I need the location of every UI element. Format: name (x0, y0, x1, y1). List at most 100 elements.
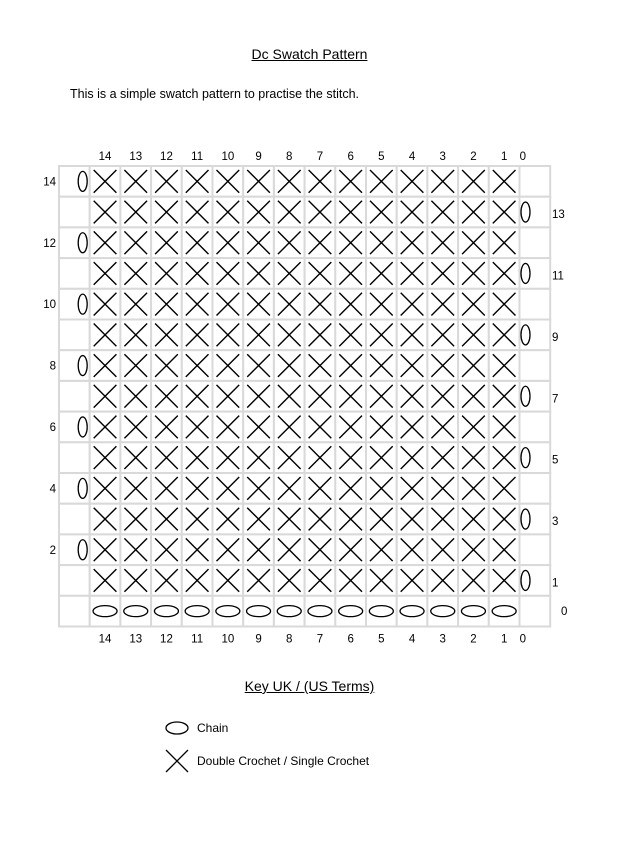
double-crochet-stitch (338, 445, 363, 470)
double-crochet-stitch (492, 445, 516, 470)
grid-cell (518, 257, 552, 290)
double-crochet-stitch (123, 415, 148, 439)
turning-chain-stitch (77, 416, 88, 438)
grid-cell (58, 287, 91, 321)
double-crochet-stitch (154, 476, 179, 501)
double-crochet-stitch (400, 568, 424, 593)
turning-chain-stitch (77, 170, 88, 193)
double-crochet-stitch (246, 476, 271, 501)
grid-cell (119, 594, 153, 628)
column-label-bottom: 2 (470, 634, 476, 646)
chain-stitch (307, 605, 333, 618)
double-crochet-stitch (246, 537, 271, 562)
double-crochet-stitch (461, 476, 486, 501)
double-crochet-stitch (93, 169, 117, 194)
double-crochet-stitch (400, 445, 424, 470)
grid-cell (150, 594, 183, 628)
key-item-double-crochet: Double Crochet / Single Crochet (165, 749, 369, 773)
double-crochet-stitch (308, 230, 332, 255)
double-crochet-stitch (216, 292, 240, 316)
double-crochet-stitch (154, 230, 179, 255)
double-crochet-stitch (430, 568, 455, 593)
double-crochet-stitch (338, 353, 363, 378)
double-crochet-stitch (308, 353, 332, 378)
double-crochet-stitch (308, 568, 332, 593)
chain-stitch (184, 605, 210, 618)
double-crochet-stitch (216, 230, 240, 255)
double-crochet-stitch (185, 415, 209, 439)
grid-cell (211, 594, 245, 628)
double-crochet-stitch (369, 200, 394, 224)
double-crochet-stitch (123, 230, 148, 255)
grid-cell (518, 379, 552, 413)
grid-cell (334, 594, 367, 628)
grid-cell (518, 564, 552, 597)
grid-cell (58, 165, 91, 198)
double-crochet-stitch (93, 230, 117, 255)
double-crochet-stitch (308, 261, 332, 286)
row-label-right: 13 (552, 209, 565, 221)
grid-cell (58, 533, 91, 567)
double-crochet-stitch (430, 323, 455, 347)
double-crochet-stitch (461, 323, 486, 347)
column-label-bottom: 5 (378, 634, 384, 646)
double-crochet-stitch (369, 537, 394, 562)
row-label-left: 14 (43, 176, 56, 188)
double-crochet-stitch (246, 230, 271, 255)
intro-text: This is a simple swatch pattern to pract… (70, 87, 360, 101)
row-label-left: 8 (50, 361, 56, 373)
row-label-left: 10 (43, 299, 56, 311)
grid-cell (487, 594, 521, 628)
double-crochet-stitch (154, 415, 179, 439)
double-crochet-stitch (154, 169, 179, 194)
double-crochet-stitch (430, 353, 455, 378)
double-crochet-stitch (93, 261, 117, 286)
chain-stitch (276, 605, 302, 618)
double-crochet-stitch (185, 445, 209, 470)
double-crochet-stitch (369, 169, 394, 194)
chain-stitch (368, 605, 395, 618)
double-crochet-stitch (492, 169, 516, 194)
grid-cell (58, 257, 91, 290)
double-crochet-stitch (492, 568, 516, 593)
chain-stitch (460, 605, 487, 618)
grid-cell (58, 379, 91, 413)
row-label-right: 11 (552, 270, 564, 282)
double-crochet-stitch (216, 445, 240, 470)
double-crochet-stitch (185, 323, 209, 347)
double-crochet-stitch (338, 415, 363, 439)
column-label-top: 7 (317, 151, 323, 163)
grid-cell (365, 594, 398, 628)
grid-cell (58, 318, 91, 352)
double-crochet-stitch (369, 292, 394, 316)
double-crochet-stitch (492, 230, 516, 255)
double-crochet-stitch (461, 292, 486, 316)
double-crochet-stitch (492, 507, 516, 531)
double-crochet-stitch (216, 507, 240, 531)
double-crochet-stitch (277, 353, 302, 378)
double-crochet-stitch (369, 415, 394, 439)
double-crochet-stitch (308, 476, 332, 501)
double-crochet-stitch (369, 353, 394, 378)
row-label-left: 2 (50, 545, 56, 557)
double-crochet-stitch (338, 537, 363, 562)
double-crochet-stitch (216, 537, 240, 562)
column-label-bottom: 7 (317, 634, 323, 646)
double-crochet-stitch (154, 261, 179, 286)
grid-cell (518, 594, 552, 628)
double-crochet-stitch (400, 476, 424, 501)
row-label-left: 12 (43, 238, 56, 250)
chain-oval-icon (165, 721, 189, 735)
turning-chain-stitch (77, 232, 88, 254)
grid-cell (518, 441, 552, 474)
row-label-right: 3 (552, 516, 558, 528)
column-label-bottom: 14 (99, 634, 112, 646)
grid-cell (518, 472, 552, 505)
double-crochet-stitch (277, 384, 302, 409)
double-crochet-stitch (93, 476, 117, 501)
double-crochet-stitch (492, 323, 516, 347)
chain-stitch (399, 605, 425, 618)
double-crochet-stitch (277, 230, 302, 255)
double-crochet-stitch (246, 261, 271, 286)
